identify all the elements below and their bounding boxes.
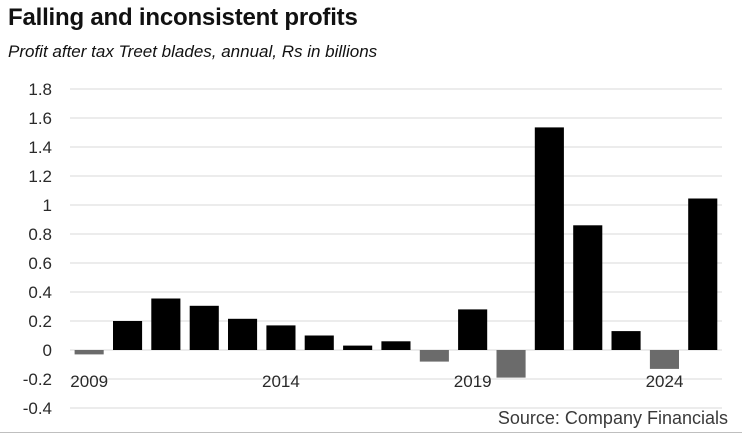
- chart-subtitle: Profit after tax Treet blades, annual, R…: [8, 42, 378, 61]
- bar-2010: [113, 321, 143, 350]
- bar-2015: [304, 335, 334, 350]
- x-tick-label: 2009: [70, 372, 108, 391]
- bar-2022: [573, 225, 603, 350]
- y-tick-label: -0.2: [23, 370, 52, 389]
- bar-2012: [189, 305, 219, 350]
- bar-2011: [151, 298, 181, 350]
- y-tick-label: -0.4: [23, 399, 52, 418]
- x-tick-label: 2024: [646, 372, 684, 391]
- y-tick-label: 1: [43, 196, 52, 215]
- bar-2013: [228, 318, 258, 350]
- bottom-divider: [0, 432, 742, 433]
- bar-2016: [343, 345, 373, 350]
- bar-2025: [688, 198, 718, 350]
- bar-2020: [496, 350, 526, 378]
- bar-2009: [74, 350, 104, 355]
- bar-2019: [458, 309, 488, 350]
- y-axis-ticks: 1.8 1.6 1.4 1.2 1 0.8 0.6 0.4 0.2 0 -0.2 -0.4: [23, 80, 52, 418]
- y-tick-label: 0.4: [28, 283, 52, 302]
- bar-2024: [649, 350, 679, 369]
- y-tick-label: 1.6: [28, 109, 52, 128]
- y-tick-label: 0.6: [28, 254, 52, 273]
- bar-2017: [381, 341, 411, 350]
- y-tick-label: 1.8: [28, 80, 52, 99]
- bar-2014: [266, 325, 296, 350]
- x-tick-label: 2014: [262, 372, 300, 391]
- x-tick-label: 2019: [454, 372, 492, 391]
- bar-2021: [534, 127, 564, 351]
- bar-2018: [419, 350, 449, 362]
- chart-title: Falling and inconsistent profits: [8, 4, 358, 31]
- y-tick-label: 0.8: [28, 225, 52, 244]
- y-tick-label: 0: [43, 341, 52, 360]
- y-tick-label: 0.2: [28, 312, 52, 331]
- y-tick-label: 1.2: [28, 167, 52, 186]
- y-tick-label: 1.4: [28, 138, 52, 157]
- source-note: Source: Company Financials: [497, 408, 728, 428]
- bar-2023: [611, 331, 641, 350]
- gridlines: [70, 88, 722, 409]
- bars: [74, 127, 718, 378]
- x-axis-ticks: 2009 2014 2019 2024: [70, 372, 683, 391]
